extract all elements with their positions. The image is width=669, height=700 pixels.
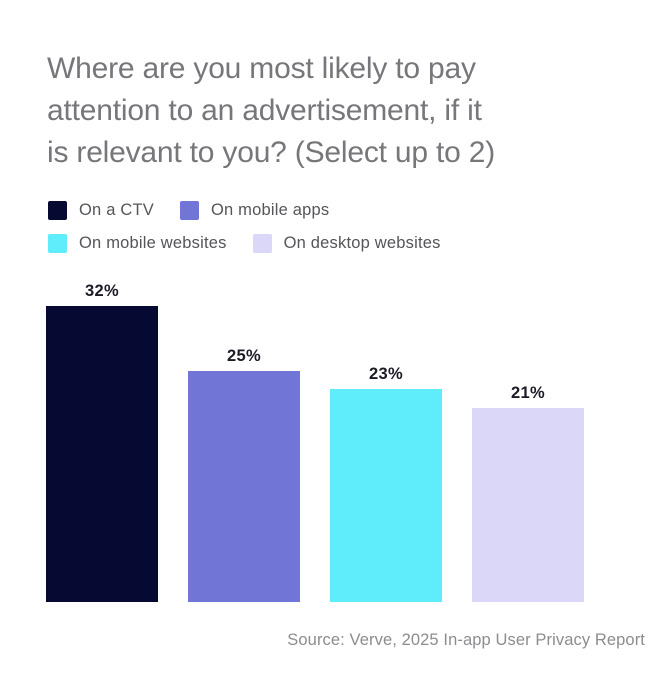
legend-label-on-mobile-apps: On mobile apps <box>210 201 330 219</box>
legend-item-on-mobile-websites: On mobile websites <box>48 234 227 253</box>
bar-value-label-on-mobile-websites: 23% <box>369 365 403 384</box>
plot-area: 32% 25% 23% 21% <box>46 281 584 602</box>
legend-swatch-on-mobile-websites <box>48 234 67 253</box>
bar-value-label-on-a-ctv: 32% <box>85 282 119 300</box>
legend-row-1: On a CTV On mobile apps <box>48 201 441 220</box>
legend-swatch-on-a-ctv <box>48 201 67 220</box>
legend-label-on-desktop-websites: On desktop websites <box>283 234 441 252</box>
chart-title-line-2: attention to an advertisement, if it <box>47 94 482 127</box>
source-attribution: Source: Verve, 2025 In-app User Privacy … <box>287 631 645 649</box>
bar-column-on-a-ctv: 32% <box>46 281 158 602</box>
legend-item-on-a-ctv: On a CTV <box>48 201 154 220</box>
chart-title: Where are you most likely to pay attenti… <box>47 48 495 174</box>
bar-on-mobile-apps <box>188 370 300 602</box>
legend-label-on-a-ctv: On a CTV <box>79 201 154 219</box>
legend-item-on-mobile-apps: On mobile apps <box>179 201 330 220</box>
bar-column-on-desktop-websites: 21% <box>472 281 584 602</box>
bar-on-mobile-websites <box>330 389 442 602</box>
chart-title-line-1: Where are you most likely to pay <box>47 52 476 85</box>
legend-label-on-mobile-websites: On mobile websites <box>79 234 227 252</box>
bar-column-on-mobile-apps: 25% <box>188 281 300 602</box>
legend-swatch-on-desktop-websites <box>252 234 272 253</box>
bar-value-label-on-mobile-apps: 25% <box>227 346 261 365</box>
legend-item-on-desktop-websites: On desktop websites <box>252 234 441 253</box>
legend-row-2: On mobile websites On desktop websites <box>48 234 441 253</box>
bar-column-on-mobile-websites: 23% <box>330 281 442 602</box>
bar-value-label-on-desktop-websites: 21% <box>511 383 545 402</box>
legend: On a CTV On mobile apps On mobile websit… <box>48 201 441 253</box>
chart-title-line-3: is relevant to you? (Select up to 2) <box>47 136 496 169</box>
bar-on-desktop-websites <box>472 407 584 602</box>
bar-on-a-ctv <box>46 306 158 602</box>
legend-swatch-on-mobile-apps <box>179 201 199 220</box>
